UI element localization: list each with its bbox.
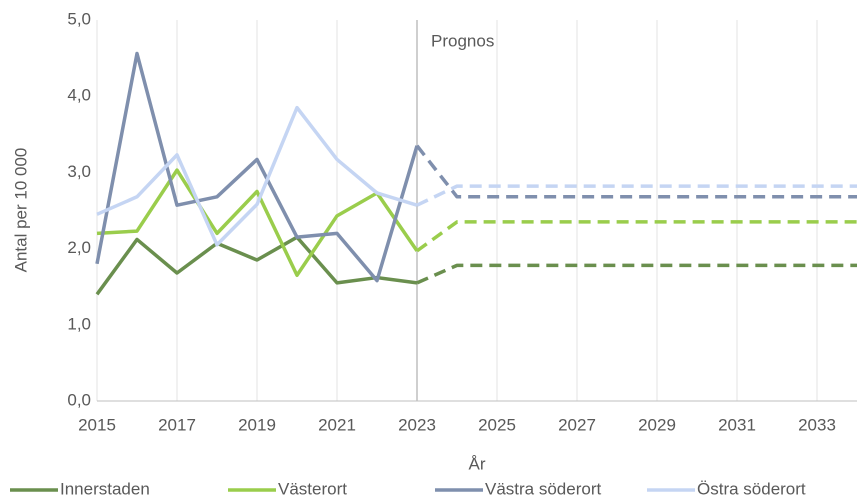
legend-label: Västra söderort <box>485 479 601 498</box>
forecast-line-series <box>416 263 857 285</box>
forecast-line-series <box>415 220 857 253</box>
y-tick-label: 0,0 <box>67 390 91 409</box>
line-series <box>96 105 418 247</box>
line-series <box>95 235 418 296</box>
y-tick-label: 3,0 <box>67 162 91 181</box>
x-tick-label: 2029 <box>638 415 676 434</box>
legend-label: Östra söderort <box>697 479 806 498</box>
line-series <box>95 51 419 283</box>
y-tick-label: 4,0 <box>67 86 91 105</box>
x-tick-label: 2015 <box>78 415 116 434</box>
annotation: Prognos <box>431 31 494 50</box>
line-series <box>96 168 419 278</box>
forecast-line-series <box>416 184 857 207</box>
y-tick-label: 5,0 <box>67 9 91 28</box>
legend-label: Västerort <box>278 479 347 498</box>
x-tick-label: 2033 <box>798 415 836 434</box>
x-tick-label: 2025 <box>478 415 516 434</box>
x-tick-label: 2017 <box>158 415 196 434</box>
x-tick-label: 2031 <box>718 415 756 434</box>
y-tick-label: 2,0 <box>67 238 91 257</box>
forecast-line-series <box>415 144 857 199</box>
x-tick-label: 2019 <box>238 415 276 434</box>
x-axis-label: År <box>469 454 486 473</box>
legend-label: Innerstaden <box>60 479 150 498</box>
x-tick-label: 2021 <box>318 415 356 434</box>
y-axis-label: Antal per 10 000 <box>11 148 30 273</box>
y-tick-label: 1,0 <box>67 314 91 333</box>
x-tick-label: 2023 <box>398 415 436 434</box>
x-tick-label: 2027 <box>558 415 596 434</box>
